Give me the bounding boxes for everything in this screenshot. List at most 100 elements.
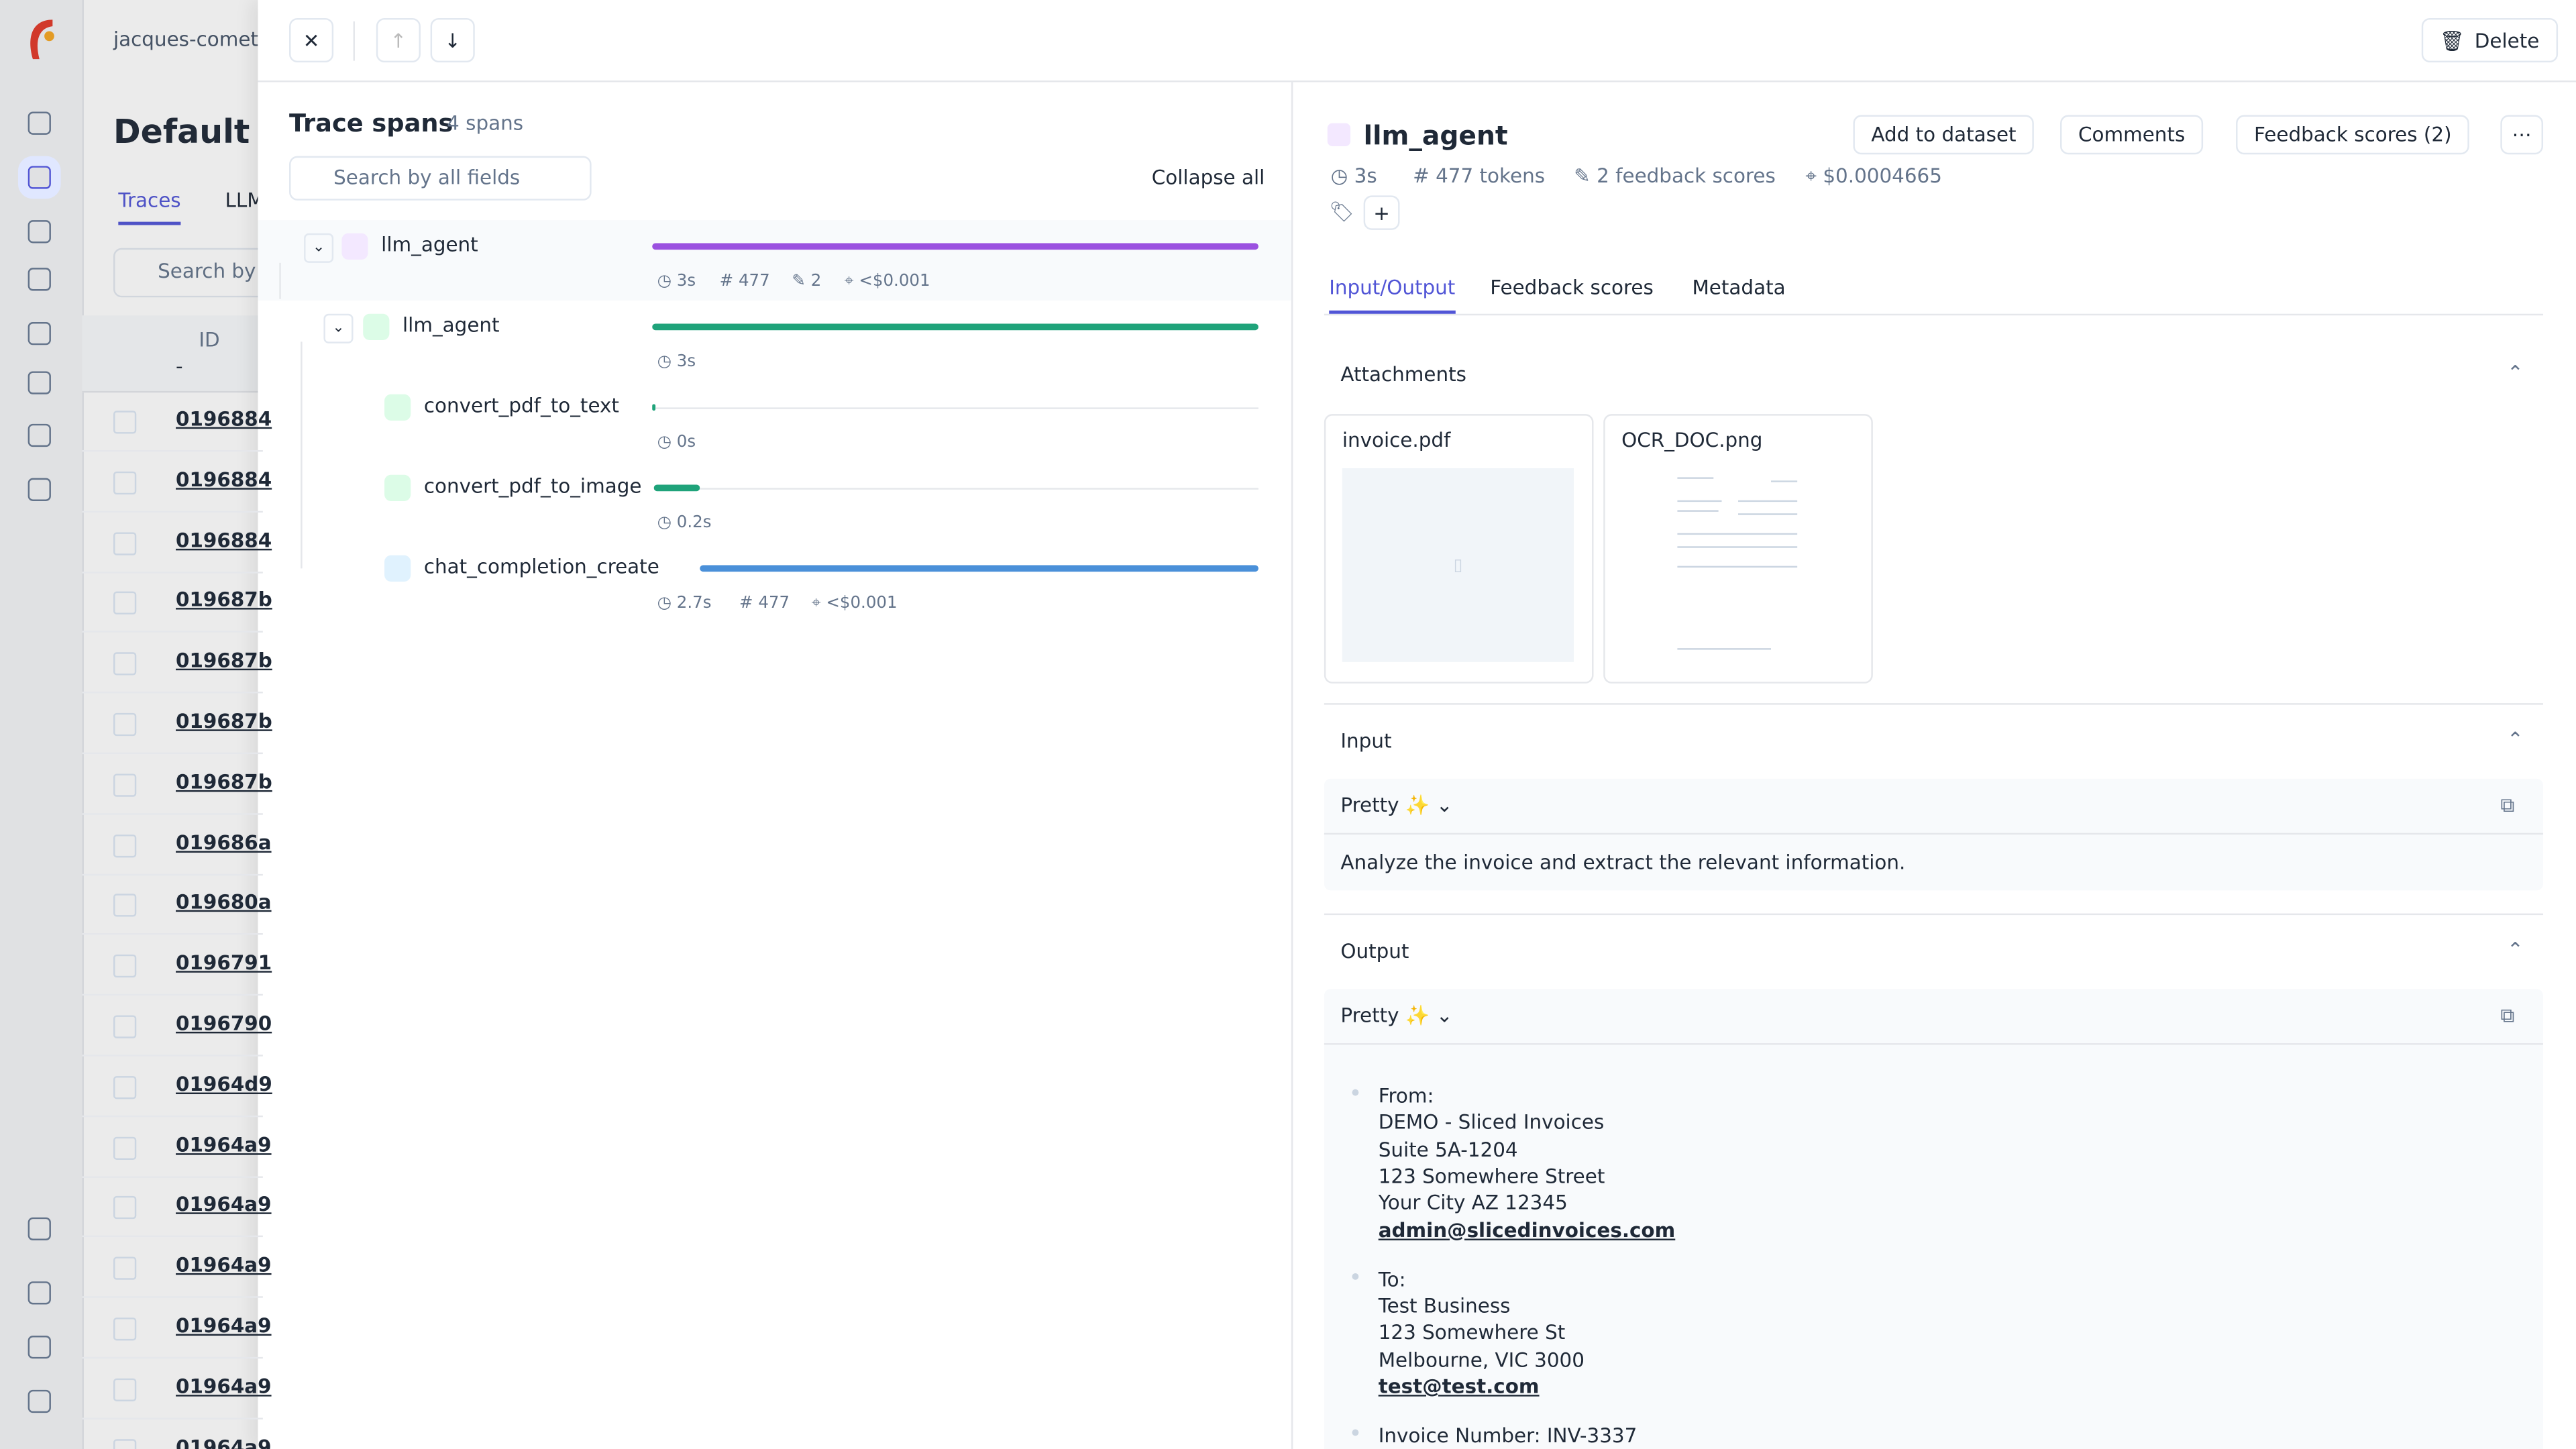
trace-id[interactable]: 0196791	[176, 951, 272, 975]
trace-id[interactable]: 01964a9	[176, 1375, 272, 1398]
row-checkbox[interactable]	[113, 1438, 137, 1449]
trace-id[interactable]: 019687b	[176, 770, 272, 794]
span-name[interactable]: convert_pdf_to_image	[423, 474, 642, 498]
workspace[interactable]: jacques-comet	[113, 28, 258, 51]
attachment-card[interactable]	[1603, 414, 1873, 684]
trace-id[interactable]: 0196884	[176, 407, 272, 431]
chevron[interactable]: ⌃	[2507, 361, 2524, 385]
more-button[interactable]: ⋯	[2500, 115, 2544, 155]
feedback-button[interactable]: Feedback scores (2)	[2236, 115, 2470, 155]
nav-icon[interactable]	[28, 1281, 51, 1305]
trace-id[interactable]: 0196790	[176, 1012, 272, 1035]
tab-line	[1324, 313, 2544, 316]
span-name[interactable]: convert_pdf_to_text	[423, 394, 619, 418]
search-placeholder: Search by all fields	[333, 166, 521, 189]
row-checkbox[interactable]	[113, 773, 137, 797]
tab[interactable]: Traces	[118, 189, 181, 225]
nav-icon[interactable]	[28, 1336, 51, 1359]
output-line: 123 Somewhere St	[1378, 1321, 1566, 1345]
value: $0.0004665	[1823, 164, 1942, 188]
nav-icon[interactable]	[28, 322, 51, 345]
row-checkbox[interactable]	[113, 1256, 137, 1281]
add-tag[interactable]: +	[1363, 195, 1400, 230]
trace-id[interactable]: 01964d9	[176, 1072, 272, 1095]
input-text: Analyze the invoice and extract the rele…	[1340, 851, 1906, 874]
section-title[interactable]: Attachments	[1340, 363, 1466, 386]
trace-id[interactable]: 0196884	[176, 528, 272, 551]
row-checkbox[interactable]	[113, 411, 137, 434]
row-checkbox[interactable]	[113, 955, 137, 978]
trace-id[interactable]: 019687b	[176, 588, 272, 612]
tab[interactable]: Metadata	[1692, 276, 1786, 299]
trace-id[interactable]: 019687b	[176, 709, 272, 733]
collapse-all[interactable]: Collapse all	[1151, 166, 1265, 189]
span-search[interactable]	[289, 156, 592, 201]
email-link[interactable]: test@test.com	[1378, 1375, 1540, 1399]
nav-icon[interactable]	[28, 268, 51, 291]
tab[interactable]: Feedback scores	[1490, 276, 1654, 299]
trace-id[interactable]: 01964a9	[176, 1193, 272, 1217]
add-dataset-button[interactable]: Add to dataset	[1853, 115, 2035, 155]
trace-id[interactable]: 01964a9	[176, 1132, 272, 1157]
span-name[interactable]: llm_agent	[402, 313, 500, 337]
logo	[30, 19, 54, 60]
row-checkbox[interactable]	[113, 1318, 137, 1341]
row-checkbox[interactable]	[113, 1136, 137, 1159]
trace-id[interactable]: 019680a	[176, 891, 272, 914]
feedback: ✎ 2 feedback scores	[1574, 164, 1776, 188]
row-checkbox[interactable]	[113, 531, 137, 555]
nav-icon[interactable]	[28, 111, 51, 135]
nav-icon[interactable]	[28, 1389, 51, 1413]
trace-id[interactable]: 0196884	[176, 468, 272, 491]
section-divider	[1324, 703, 2544, 705]
separator	[353, 21, 355, 61]
value: 2.7s	[676, 594, 712, 613]
comments-button[interactable]: Comments	[2060, 115, 2204, 155]
prev-button[interactable]: ↑	[376, 17, 421, 63]
expand-toggle[interactable]: ⌄	[323, 313, 354, 343]
expand-toggle[interactable]: ⌄	[304, 233, 334, 263]
next-button[interactable]: ↓	[430, 17, 475, 63]
nav-icon[interactable]	[28, 220, 51, 244]
tab[interactable]: Input/Output	[1329, 276, 1456, 314]
section-title[interactable]: Output	[1340, 939, 1409, 963]
email-link[interactable]: admin@slicedinvoices.com	[1378, 1218, 1676, 1242]
row-checkbox[interactable]	[113, 712, 137, 737]
attachment-card[interactable]	[1324, 414, 1594, 684]
close-button[interactable]: ✕	[289, 17, 334, 63]
nav-icon[interactable]	[28, 371, 51, 394]
chevron[interactable]: ⌃	[2507, 938, 2524, 961]
trace-id[interactable]: 019687b	[176, 649, 272, 673]
icon: ✎	[792, 272, 811, 291]
span-name[interactable]: llm_agent	[381, 233, 478, 257]
delete-button[interactable]: 🗑 Delete	[2421, 17, 2558, 63]
row-checkbox[interactable]	[113, 834, 137, 857]
nav-icon[interactable]	[28, 423, 51, 447]
trace-id[interactable]: 019686a	[176, 830, 272, 854]
format-select[interactable]: Pretty ✨ ⌄	[1340, 793, 1453, 817]
tab[interactable]: LLM	[225, 189, 264, 212]
nav-icon[interactable]	[17, 156, 61, 199]
span-name[interactable]: chat_completion_create	[423, 555, 659, 579]
row-checkbox[interactable]	[113, 471, 137, 494]
nav-icon[interactable]	[28, 478, 51, 501]
row-checkbox[interactable]	[113, 652, 137, 676]
trace-id[interactable]: 01964a9	[176, 1314, 272, 1338]
row-checkbox[interactable]	[113, 894, 137, 918]
column-header[interactable]: ID	[199, 328, 220, 352]
trace-id[interactable]: 01964a9	[176, 1254, 272, 1277]
nav-icon[interactable]	[28, 1217, 51, 1240]
row-checkbox[interactable]	[113, 1196, 137, 1220]
chevron[interactable]: ⌃	[2507, 727, 2524, 751]
copy-button[interactable]: ⧉	[2500, 793, 2515, 817]
span-count: 4 spans	[447, 111, 524, 135]
row-checkbox[interactable]	[113, 1015, 137, 1038]
row-checkbox[interactable]	[113, 1075, 137, 1099]
section-title[interactable]: Input	[1340, 729, 1392, 753]
trace-id[interactable]: 01964a9	[176, 1435, 272, 1449]
format-select[interactable]: Pretty ✨ ⌄	[1340, 1004, 1453, 1027]
copy-button[interactable]: ⧉	[2500, 1004, 2515, 1027]
row-checkbox[interactable]	[113, 592, 137, 615]
row-checkbox[interactable]	[113, 1378, 137, 1401]
value: 3s	[676, 272, 696, 291]
